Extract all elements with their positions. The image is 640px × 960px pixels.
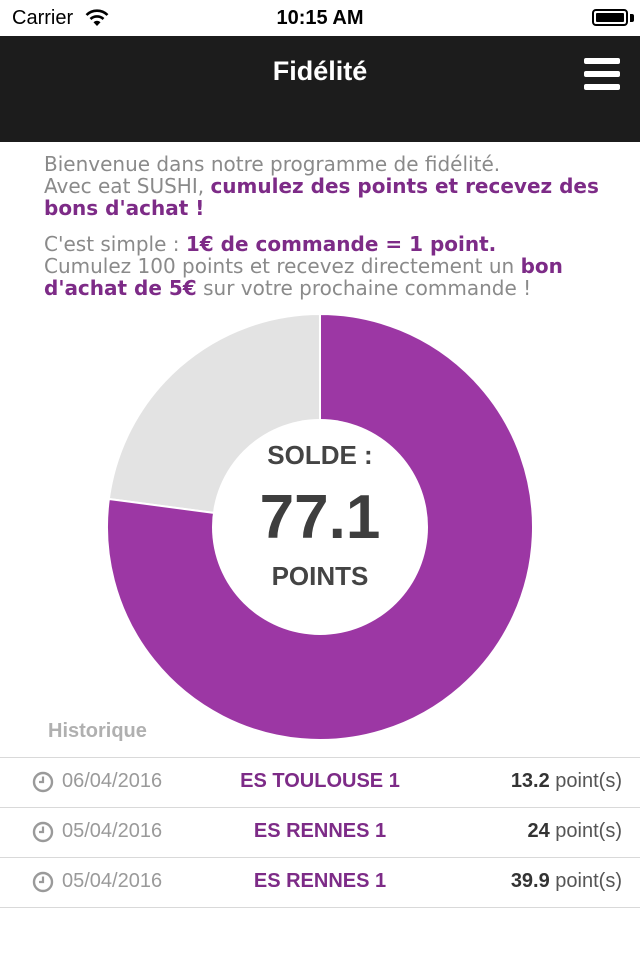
history-title: Historique [48, 720, 147, 742]
intro-simple-prefix: C'est simple : [44, 232, 186, 256]
donut-hole [212, 419, 428, 635]
nav-bar: Fidélité [0, 36, 640, 142]
clock-icon [32, 771, 54, 793]
battery-icon [592, 9, 628, 26]
history-points-unit: point(s) [549, 820, 622, 842]
history-points-unit: point(s) [549, 870, 622, 892]
history-store: ES TOULOUSE 1 [240, 770, 400, 792]
history-store: ES RENNES 1 [253, 870, 387, 892]
loyalty-intro: Bienvenue dans notre programme de fidéli… [44, 153, 624, 299]
clock-time: 10:15 AM [276, 7, 364, 29]
intro-line2-highlight: cumulez des points et recevez des bons d… [44, 174, 599, 220]
balance-unit: POINTS [271, 561, 369, 591]
hamburger-menu-icon[interactable] [584, 58, 620, 92]
history-date: 05/04/2016 [62, 820, 163, 842]
intro-simple-highlight: 1€ de commande = 1 point. [185, 232, 497, 256]
intro-welcome: Bienvenue dans notre programme de fidéli… [44, 153, 624, 219]
history-points: 24 point(s) [528, 820, 623, 843]
intro-line2-prefix: Avec eat SUSHI, [44, 174, 211, 198]
history-date: 05/04/2016 [62, 870, 163, 892]
wifi-icon [85, 9, 109, 26]
history-store: ES RENNES 1 [253, 820, 387, 842]
intro-cumul-prefix: Cumulez 100 points et recevez directemen… [44, 254, 521, 278]
status-bar: Carrier 10:15 AM [0, 0, 640, 36]
carrier-label: Carrier [12, 7, 74, 29]
history-points-unit: point(s) [549, 770, 622, 792]
history-date: 06/04/2016 [62, 770, 163, 792]
page-title: Fidélité [272, 56, 368, 86]
history-points-value: 39.9 [510, 870, 550, 892]
points-donut-chart [107, 314, 533, 740]
balance-label: SOLDE : [267, 440, 373, 470]
history-points-value: 24 [527, 820, 550, 842]
history-points-value: 13.2 [510, 770, 550, 792]
donut-filled-segment [107, 314, 533, 740]
history-row[interactable]: 06/04/2016 ES TOULOUSE 1 13.2 point(s) [0, 757, 640, 807]
history-points: 13.2 point(s) [511, 770, 622, 793]
clock-icon [32, 871, 54, 893]
intro-cumul-suffix: sur votre prochaine commande ! [196, 276, 532, 300]
balance-value: 77.1 [259, 483, 381, 552]
intro-line1: Bienvenue dans notre programme de fidéli… [44, 152, 501, 176]
clock-icon [32, 821, 54, 843]
intro-rules: C'est simple : 1€ de commande = 1 point.… [44, 233, 624, 299]
intro-cumul-highlight: bon d'achat de 5€ [44, 254, 563, 300]
history-row[interactable]: 05/04/2016 ES RENNES 1 39.9 point(s) [0, 857, 640, 908]
history-row[interactable]: 05/04/2016 ES RENNES 1 24 point(s) [0, 807, 640, 857]
battery-tip [630, 14, 634, 22]
history-points: 39.9 point(s) [511, 870, 622, 893]
history-list: 06/04/2016 ES TOULOUSE 1 13.2 point(s) 0… [0, 757, 640, 908]
